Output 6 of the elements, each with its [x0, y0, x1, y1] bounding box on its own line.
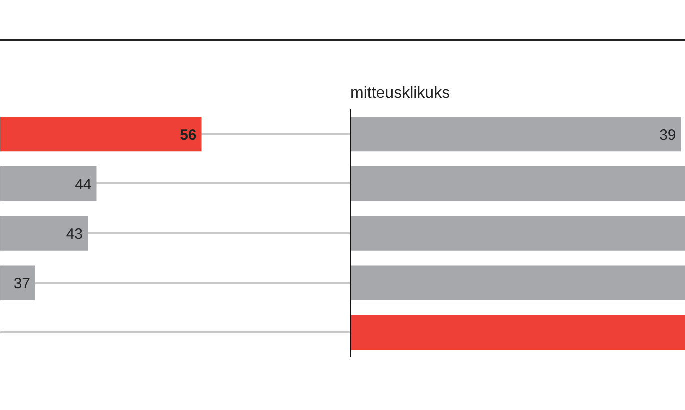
- chart-title: mitteusklikuks: [350, 85, 450, 102]
- data-label: 37: [14, 276, 31, 293]
- data-label: 44: [75, 176, 92, 194]
- data-label: 43: [66, 226, 84, 243]
- data-label: 56: [180, 126, 197, 144]
- data-label: 39: [660, 126, 676, 144]
